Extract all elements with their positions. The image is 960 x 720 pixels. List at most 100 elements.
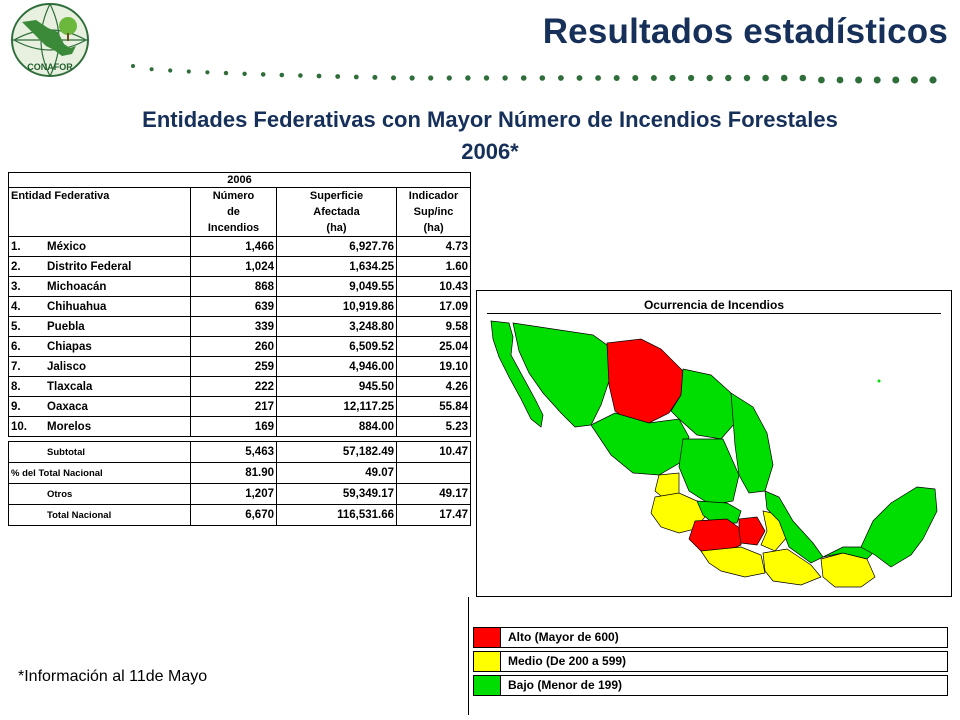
decorative-dot <box>892 76 900 84</box>
header-numero-1: Número <box>190 187 277 204</box>
decorative-dot <box>836 76 844 84</box>
map-region-veracruz <box>764 490 824 564</box>
fires-table: 2006 Entidad Federativa Número Superfici… <box>7 172 472 526</box>
decorative-dot <box>520 75 527 81</box>
summary-superficie: 116,531.66 <box>276 504 397 526</box>
decorative-dot <box>558 75 564 81</box>
row-number: 9. <box>11 400 21 413</box>
indicador-cell: 4.73 <box>395 236 472 257</box>
row-number: 8. <box>11 380 21 393</box>
entidad-name: Oaxaca <box>47 400 88 413</box>
incendios-cell: 1,024 <box>190 256 277 277</box>
map-title: Ocurrencia de Incendios <box>643 298 785 312</box>
legend-swatch-alto <box>474 628 501 647</box>
incendios-cell: 169 <box>190 416 277 437</box>
decorative-dot <box>929 76 937 84</box>
row-number: 4. <box>11 300 21 313</box>
legend-swatch-medio <box>474 652 501 671</box>
header-indicador-2: Sup/inc <box>395 204 472 220</box>
decorative-dot <box>632 75 639 81</box>
row-number: 10. <box>11 420 27 433</box>
superficie-cell: 884.00 <box>276 416 397 437</box>
table-row: 4. Chihuahua 639 10,919.86 17.09 <box>8 296 472 317</box>
summary-row: Subtotal 5,463 57,182.49 10.47 <box>8 441 472 463</box>
legend-item-medio: Medio (De 200 a 599) <box>473 651 948 672</box>
header-indicador-1: Indicador <box>395 187 472 204</box>
header-numero-2: de <box>190 204 277 220</box>
legend-item-alto: Alto (Mayor de 600) <box>473 627 948 648</box>
indicador-cell: 4.26 <box>395 376 472 397</box>
map-region-oaxaca <box>762 548 822 586</box>
map-region-yucatan <box>860 486 938 568</box>
decorative-dot <box>465 75 471 81</box>
decorative-dot <box>576 75 583 81</box>
decorative-dot <box>391 75 396 81</box>
map-island <box>909 509 913 513</box>
decorative-dot <box>595 75 601 81</box>
decorative-dot <box>669 74 676 82</box>
conafor-logo: CONAFOR <box>2 0 98 94</box>
decorative-dot <box>539 75 546 81</box>
decorative-dot <box>242 71 247 76</box>
map-region-guerrero <box>700 546 766 578</box>
incendios-cell: 222 <box>190 376 277 397</box>
decorative-dot <box>855 76 863 84</box>
summary-row: Otros 1,207 59,349.17 49.17 <box>8 483 472 505</box>
summary-incendios: 5,463 <box>190 441 277 463</box>
header-numero-3: Incendios <box>190 220 277 237</box>
superficie-cell: 9,049.55 <box>276 276 397 297</box>
decorative-dot <box>502 75 508 81</box>
entidad-name: Jalisco <box>47 360 86 373</box>
summary-superficie: 49.07 <box>276 462 397 484</box>
table-row: 8. Tlaxcala 222 945.50 4.26 <box>8 376 472 397</box>
decorative-dot <box>186 69 191 74</box>
row-number: 6. <box>11 340 21 353</box>
table-row: 10. Morelos 169 884.00 5.23 <box>8 416 472 437</box>
decorative-dot <box>743 74 751 82</box>
decorative-dot <box>316 73 322 79</box>
subtitle-line-1: Entidades Federativas con Mayor Número d… <box>142 107 838 132</box>
incendios-cell: 259 <box>190 356 277 377</box>
map-region-sonora <box>512 322 612 428</box>
indicador-cell: 10.43 <box>395 276 472 297</box>
table-row: 2. Distrito Federal 1,024 1,634.25 1.60 <box>8 256 472 277</box>
summary-indicador <box>395 462 472 484</box>
map-legend: Alto (Mayor de 600) Medio (De 200 a 599)… <box>468 597 958 715</box>
logo-text: CONAFOR <box>27 62 73 72</box>
incendios-cell: 339 <box>190 316 277 337</box>
header-indicador-3: (ha) <box>395 220 472 237</box>
table-row: 9. Oaxaca 217 12,117.25 55.84 <box>8 396 472 417</box>
decorative-dot <box>298 73 303 78</box>
indicador-cell: 19.10 <box>395 356 472 377</box>
superficie-cell: 3,248.80 <box>276 316 397 337</box>
table-row: 6. Chiapas 260 6,509.52 25.04 <box>8 336 472 357</box>
entidad-name: Puebla <box>47 320 85 333</box>
superficie-cell: 6,927.76 <box>276 236 397 257</box>
row-number: 5. <box>11 320 21 333</box>
table-row: 5. Puebla 339 3,248.80 9.58 <box>8 316 472 337</box>
entidad-cell: 3. Michoacán <box>8 276 191 297</box>
indicador-cell: 25.04 <box>395 336 472 357</box>
superficie-cell: 12,117.25 <box>276 396 397 417</box>
legend-item-bajo: Bajo (Menor de 199) <box>473 675 948 696</box>
map-region-zacatecas <box>678 438 740 506</box>
decorative-dot <box>818 76 825 84</box>
summary-row: % del Total Nacional 81.90 49.07 <box>8 462 472 484</box>
summary-incendios: 6,670 <box>190 504 277 526</box>
decorative-dot <box>279 72 285 78</box>
incendios-cell: 868 <box>190 276 277 297</box>
summary-label: Otros <box>8 483 191 505</box>
decorative-dot <box>223 70 229 76</box>
decorative-dot <box>762 74 769 82</box>
entidad-name: Chiapas <box>47 340 92 353</box>
indicador-cell: 5.23 <box>395 416 472 437</box>
map-region-baja-california <box>490 320 544 428</box>
decorative-dot <box>650 75 657 81</box>
decorative-dot <box>149 67 154 72</box>
header-blank <box>8 220 191 237</box>
row-number: 1. <box>11 240 21 253</box>
entidad-name: México <box>47 240 86 253</box>
summary-incendios: 1,207 <box>190 483 277 505</box>
entidad-name: Chihuahua <box>47 300 107 313</box>
entidad-cell: 5. Puebla <box>8 316 191 337</box>
